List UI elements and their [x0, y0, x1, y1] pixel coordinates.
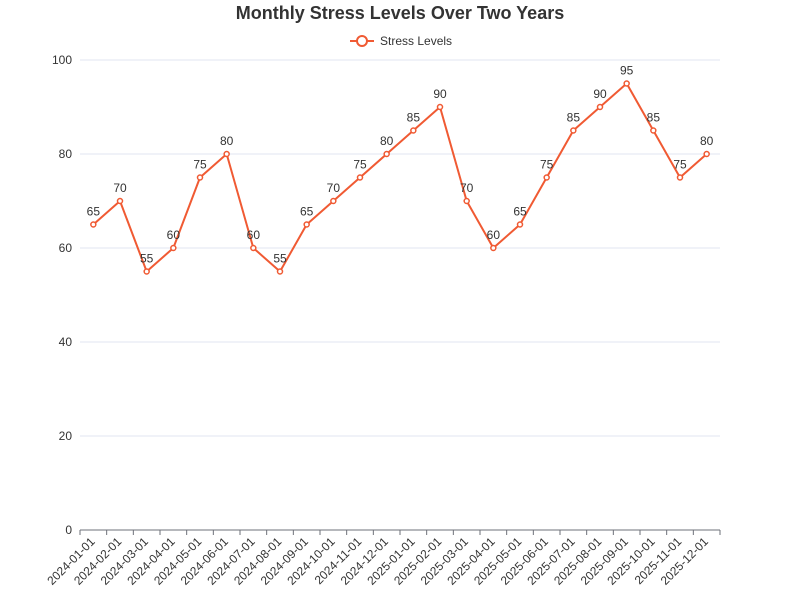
- data-label: 65: [300, 205, 314, 219]
- data-point[interactable]: [356, 174, 364, 181]
- data-point[interactable]: [383, 150, 390, 158]
- data-point[interactable]: [90, 221, 97, 228]
- data-label: 60: [487, 228, 501, 242]
- y-tick-label: 60: [59, 241, 73, 255]
- data-point[interactable]: [276, 268, 284, 275]
- data-label: 65: [87, 205, 101, 219]
- data-point[interactable]: [196, 174, 204, 181]
- y-axis-labels: 0 20 40 60 80 100: [52, 53, 72, 537]
- data-label: 85: [567, 111, 581, 125]
- data-point[interactable]: [623, 80, 630, 87]
- chart-title: Monthly Stress Levels Over Two Years: [236, 3, 564, 23]
- data-point[interactable]: [596, 103, 604, 111]
- data-point[interactable]: [463, 197, 470, 205]
- data-label: 75: [673, 158, 687, 172]
- legend-circle-icon: [356, 35, 368, 47]
- legend-label: Stress Levels: [380, 34, 452, 48]
- series-points-group: [90, 80, 710, 275]
- data-label: 85: [647, 111, 661, 125]
- data-label: 80: [700, 134, 714, 148]
- data-label: 75: [353, 158, 367, 172]
- data-label: 90: [433, 87, 447, 101]
- y-tick-label: 40: [59, 335, 73, 349]
- data-label: 70: [460, 181, 474, 195]
- data-label: 55: [273, 252, 287, 266]
- data-label: 70: [327, 181, 341, 195]
- data-point[interactable]: [170, 244, 177, 252]
- x-axis: 2024-01-012024-02-012024-03-012024-04-01…: [44, 529, 721, 588]
- data-labels-group: 65 70 55 60 75 80 60 55 65 70 75 80 85 90 70 60 65 75 85 90…: [87, 64, 714, 266]
- legend[interactable]: Stress Levels: [350, 34, 452, 48]
- data-point[interactable]: [490, 244, 497, 252]
- series-line-group: [92, 82, 708, 273]
- y-tick-label: 20: [59, 429, 73, 443]
- data-label: 55: [140, 252, 154, 266]
- y-tick-label: 100: [52, 53, 72, 67]
- data-point[interactable]: [303, 221, 310, 228]
- data-point[interactable]: [570, 127, 577, 134]
- y-tick-label: 80: [59, 147, 73, 161]
- data-label: 75: [540, 158, 554, 172]
- data-label: 85: [407, 111, 421, 125]
- data-label: 75: [193, 158, 207, 172]
- data-point[interactable]: [410, 127, 417, 134]
- data-point[interactable]: [650, 127, 657, 134]
- data-label: 60: [167, 228, 181, 242]
- data-point[interactable]: [143, 268, 150, 275]
- series-line: [92, 82, 708, 273]
- grid-lines: [80, 59, 720, 437]
- data-point[interactable]: [543, 174, 550, 181]
- data-label: 60: [247, 228, 261, 242]
- data-point[interactable]: [116, 197, 124, 205]
- data-point[interactable]: [676, 174, 684, 181]
- data-point[interactable]: [330, 197, 337, 205]
- data-point[interactable]: [436, 103, 444, 111]
- data-label: 80: [380, 134, 394, 148]
- data-label: 95: [620, 64, 634, 78]
- data-label: 70: [113, 181, 127, 195]
- y-tick-label: 0: [65, 523, 72, 537]
- data-point[interactable]: [223, 150, 230, 158]
- data-label: 80: [220, 134, 234, 148]
- data-label: 65: [513, 205, 527, 219]
- data-point[interactable]: [703, 150, 710, 158]
- data-point[interactable]: [516, 221, 524, 228]
- data-label: 90: [593, 87, 607, 101]
- data-point[interactable]: [250, 244, 257, 252]
